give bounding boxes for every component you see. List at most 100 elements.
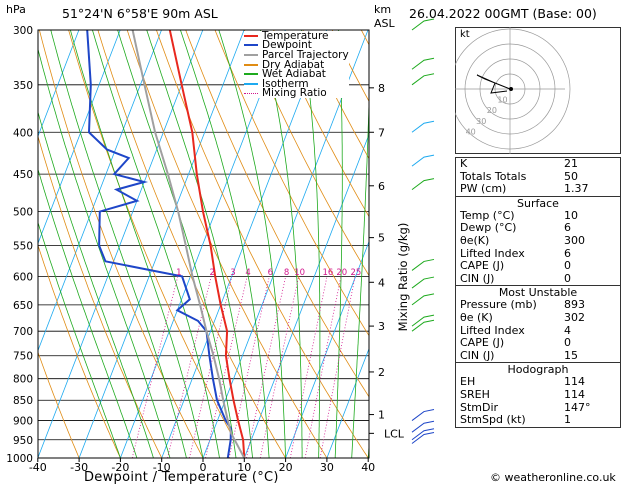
hodograph-ring-label: 10 <box>497 96 507 105</box>
hodograph-title: Hodograph <box>507 363 569 377</box>
x-axis-label: Dewpoint / Temperature (°C) <box>84 470 279 485</box>
asl-label: ASL <box>374 17 395 30</box>
temperature-tick-label: -40 <box>29 461 47 474</box>
mixing-ratio-label: 20 <box>336 268 347 278</box>
wet-adiabat-line <box>117 30 237 458</box>
hodograph-ring-label: 30 <box>476 117 486 126</box>
km-tick-label: 6 <box>378 180 385 193</box>
wind-barb <box>411 73 435 86</box>
wind-barb <box>411 428 435 441</box>
storm-motion-marker <box>509 87 513 91</box>
index-label: StmSpd (kt) <box>460 413 526 427</box>
index-label: Lifted Index <box>460 323 525 337</box>
index-row: PW (cm) 1.37 <box>456 183 620 196</box>
dry-adiabat-line <box>156 30 369 458</box>
pressure-tick-label: 350 <box>13 80 33 92</box>
temperature-tick-label: 40 <box>361 461 375 474</box>
index-value: 114 <box>564 387 585 401</box>
wet-adiabat-line <box>70 30 204 458</box>
parcel-trajectory-curve <box>131 30 246 458</box>
surface-title: Surface <box>517 196 559 210</box>
index-row: Totals Totals 50 <box>456 169 620 184</box>
wind-barb <box>411 409 435 421</box>
index-row: CAPE (J) 0 <box>456 337 620 350</box>
index-value: 302 <box>564 310 585 324</box>
dry-adiabat-line <box>126 30 328 458</box>
temperature-tick-label: 30 <box>320 461 334 474</box>
pressure-tick-label: 300 <box>13 25 33 37</box>
dry-adiabat-line <box>185 30 369 398</box>
pressure-tick-label: 950 <box>13 435 33 447</box>
legend-label: Isotherm <box>262 77 309 90</box>
index-row: SREH 114 <box>456 387 620 402</box>
index-row: StmDir 147° <box>456 400 620 415</box>
km-tick-label: 1 <box>378 409 385 422</box>
index-label: PW (cm) <box>460 182 507 196</box>
index-label: Totals Totals <box>460 169 527 183</box>
dewpoint-curve <box>86 30 232 458</box>
legend-swatch <box>244 53 258 56</box>
mixing-ratio-line <box>246 276 287 458</box>
legend-label: Dry Adiabat <box>262 58 325 71</box>
legend: Temperature Dewpoint Parcel Trajectory Dry … <box>244 31 349 100</box>
top-indices-table: K 21 Totals Totals 50 PW (cm) 1.37 <box>455 157 621 197</box>
index-value: 6 <box>564 221 571 235</box>
km-label: km <box>374 3 392 16</box>
index-value: 10 <box>564 208 578 222</box>
index-label: K <box>460 157 468 170</box>
dry-adiabat-line <box>625 30 629 458</box>
wind-barb <box>411 431 435 444</box>
wet-adiabat-line <box>38 47 171 458</box>
pressure-tick-label: 850 <box>13 395 33 407</box>
km-tick-label: 3 <box>378 320 385 333</box>
index-value: 15 <box>564 348 578 362</box>
index-row: StmSpd (kt) 1 <box>456 413 620 427</box>
pressure-tick-label: 900 <box>13 416 33 428</box>
index-row: θe (K) 302 <box>456 310 620 325</box>
wind-barb <box>411 120 435 133</box>
index-value: 0 <box>564 259 571 273</box>
mixing-ratio-line <box>131 276 179 458</box>
wind-barb <box>411 178 435 190</box>
mixing-ratio-line <box>304 276 342 458</box>
legend-item: Isotherm <box>244 79 349 89</box>
mixing-ratio-label: 25 <box>350 268 361 278</box>
legend-item: Mixing Ratio <box>244 87 349 100</box>
index-row: CIN (J) 15 <box>456 348 620 363</box>
pressure-tick-label: 650 <box>13 300 33 312</box>
legend-label: Mixing Ratio <box>262 87 327 100</box>
lcl-label: LCL <box>384 427 405 440</box>
wet-adiabat-line <box>50 30 187 458</box>
mixing-ratio-label: 4 <box>245 268 250 278</box>
wet-adiabat-line <box>146 30 253 458</box>
index-label: EH <box>460 375 476 389</box>
wind-barb <box>411 258 435 271</box>
pressure-tick-label: 600 <box>13 271 33 283</box>
index-row: θe(K) 300 <box>456 234 620 248</box>
mixing-ratio-line <box>289 276 328 458</box>
mixing-ratio-line <box>167 276 212 458</box>
index-label: CAPE (J) <box>460 259 505 273</box>
mixing-ratio-label: 8 <box>284 268 289 278</box>
index-label: Dewp (°C) <box>460 221 517 235</box>
legend-swatch <box>244 82 258 85</box>
location-title: 51°24'N 6°58'E 90m ASL <box>62 6 218 21</box>
most-unstable-title: Most Unstable <box>498 286 578 300</box>
index-label: CIN (J) <box>460 348 495 362</box>
dry-adiabat-line <box>38 351 80 458</box>
wind-barb <box>411 57 435 70</box>
temperature-tick-label: -10 <box>153 461 171 474</box>
index-label: StmDir <box>460 400 499 414</box>
isotherm-line <box>78 30 245 458</box>
index-value: 893 <box>564 298 585 312</box>
index-value: 114 <box>564 375 585 389</box>
mixing-ratio-label: 2 <box>210 268 215 278</box>
dry-adiabat-line <box>243 30 369 277</box>
pressure-tick-label: 700 <box>13 326 33 338</box>
index-row: Pressure (mb) 893 <box>456 299 620 312</box>
most-unstable-section: Most Unstable Pressure (mb) 893 θe (K) 302 L… <box>455 286 621 364</box>
wind-barb <box>411 154 435 167</box>
dry-adiabat-line <box>39 30 204 458</box>
